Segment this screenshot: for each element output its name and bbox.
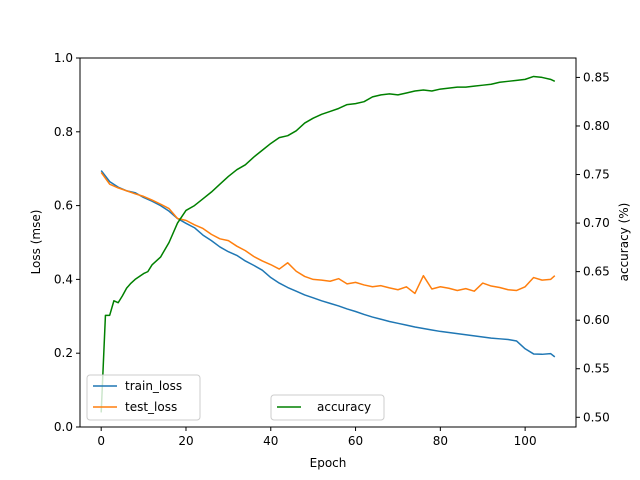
x-axis-label: Epoch (310, 456, 347, 470)
plot-frame (79, 57, 577, 428)
series-line-accuracy (100, 75, 556, 413)
series-line-test-loss (100, 171, 556, 295)
x-tick-label: 20 (178, 434, 193, 448)
y-right-tick-label: 0.65 (583, 265, 610, 279)
y-left-tick-label: 0.4 (54, 272, 73, 286)
x-tick-label: 0 (97, 434, 105, 448)
y-left-tick-label: 0.8 (54, 125, 73, 139)
x-tick-label: 80 (433, 434, 448, 448)
y-axis-right: 0.50 0.55 0.60 0.65 0.70 0.75 0.80 0.85 (576, 70, 610, 424)
legend-train-loss-label: train_loss (125, 379, 182, 393)
y-axis-left: 0.0 0.2 0.4 0.6 0.8 1.0 (54, 51, 80, 434)
y-left-tick-label: 0.0 (54, 420, 73, 434)
y-right-tick-label: 0.70 (583, 216, 610, 230)
x-axis: 0 20 40 60 80 100 (97, 427, 537, 448)
y-axis-right-label: accuracy (%) (617, 203, 631, 282)
x-tick-label: 100 (514, 434, 537, 448)
y-right-tick-label: 0.50 (583, 410, 610, 424)
y-left-tick-label: 1.0 (54, 51, 73, 65)
y-axis-left-label: Loss (mse) (29, 210, 43, 275)
x-tick-label: 40 (263, 434, 278, 448)
y-right-tick-label: 0.85 (583, 70, 610, 84)
x-tick-label: 60 (348, 434, 363, 448)
legend-accuracy-label: accuracy (317, 400, 371, 414)
y-left-tick-label: 0.6 (54, 199, 73, 213)
y-left-tick-label: 0.2 (54, 346, 73, 360)
y-right-tick-label: 0.60 (583, 313, 610, 327)
legend-accuracy: accuracy (270, 394, 385, 421)
legend-loss: train_loss test_loss (86, 374, 201, 421)
plot-area (100, 75, 556, 413)
y-right-tick-label: 0.80 (583, 119, 610, 133)
legend-test-loss-label: test_loss (125, 400, 177, 414)
y-right-tick-label: 0.75 (583, 168, 610, 182)
legend-accuracy-box (270, 394, 385, 421)
y-right-tick-label: 0.55 (583, 362, 610, 376)
